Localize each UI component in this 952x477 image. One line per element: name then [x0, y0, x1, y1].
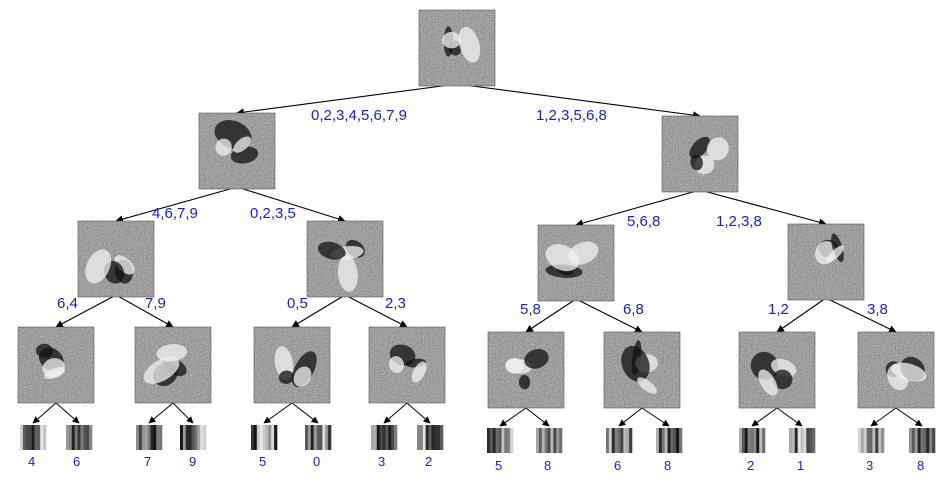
filter-image [487, 331, 565, 409]
tree-edge-arrow [236, 83, 458, 116]
leaf-label: 3 [378, 454, 386, 469]
leaf-label: 1 [797, 458, 805, 473]
filter-image [738, 331, 816, 409]
leaf-barcode [305, 425, 332, 450]
edge-label-l1-left-left: 4,6,7,9 [152, 205, 198, 222]
edge-label-n0235-right: 2,3 [385, 295, 406, 312]
leaf-label: 8 [917, 458, 925, 473]
filter-image [134, 326, 212, 404]
filter-image [418, 9, 496, 87]
edge-label-root-right: 1,2,3,5,6,8 [536, 107, 607, 124]
leaf-edge-arrow [55, 402, 80, 424]
leaf-barcode [371, 425, 398, 450]
leaf-edge-arrow [32, 402, 57, 424]
filter-image [253, 326, 331, 404]
leaf-label: 0 [313, 454, 321, 469]
tree-edge-arrow [344, 294, 408, 328]
leaf-edge-arrow [263, 402, 293, 424]
tree-edge-arrow [115, 186, 238, 223]
leaf-barcode [20, 425, 47, 450]
leaf-barcodes [20, 425, 936, 453]
filter-image [661, 115, 739, 193]
edge-label-root-left: 0,2,3,4,5,6,7,9 [311, 107, 407, 124]
leaf-barcode [789, 428, 816, 453]
filter-image [306, 220, 384, 298]
leaf-edge-arrow [291, 402, 319, 424]
tree-edge-arrow [291, 294, 346, 328]
tree-edge-arrow [776, 297, 827, 333]
edge-label-l1-right-left: 5,6,8 [627, 213, 661, 230]
filter-image [198, 112, 276, 190]
tree-edge-arrow [699, 189, 827, 226]
tree-edge-arrow [236, 186, 346, 223]
leaf-edge-arrow [499, 407, 527, 427]
leaf-label: 6 [73, 454, 81, 469]
edge-label-n1238-right: 3,8 [867, 301, 888, 318]
leaf-edge-arrow [641, 407, 670, 427]
tree-edge-arrow [575, 298, 643, 333]
leaf-label: 8 [664, 458, 672, 473]
leaf-edge-arrow [406, 402, 431, 424]
filter-image [537, 224, 615, 302]
leaf-label: 2 [747, 458, 755, 473]
edge-label-n0235-left: 0,5 [287, 295, 308, 312]
leaf-barcode [487, 428, 514, 453]
leaf-label: 5 [495, 458, 503, 473]
leaf-barcode [858, 428, 885, 453]
edge-label-n467-right: 7,9 [145, 295, 166, 312]
leaf-barcode [251, 425, 278, 450]
leaf-label: 7 [144, 454, 152, 469]
leaf-edge-arrow [751, 407, 778, 427]
leaf-label: 9 [189, 454, 197, 469]
leaf-barcode [909, 428, 936, 453]
filter-image [77, 220, 155, 298]
filter-image [603, 331, 681, 409]
edge-label-n568-right: 6,8 [623, 301, 644, 318]
leaf-label: 8 [544, 458, 552, 473]
leaf-barcode [136, 425, 163, 450]
leaf-label: 6 [614, 458, 622, 473]
leaf-label: 3 [866, 458, 874, 473]
leaf-edge-arrow [895, 407, 923, 427]
tree-edges [32, 83, 923, 427]
leaf-barcode [180, 425, 207, 450]
leaf-barcode [536, 428, 563, 453]
filter-image [368, 326, 446, 404]
leaf-label: 2 [425, 454, 433, 469]
filter-image [787, 223, 865, 301]
leaf-label: 5 [259, 454, 267, 469]
tree-edge-arrow [825, 297, 897, 333]
leaf-barcode [656, 428, 683, 453]
tree-edge-arrow [456, 83, 701, 119]
tree-edge-arrow [575, 189, 701, 227]
leaf-edge-arrow [148, 402, 174, 424]
filter-image [17, 326, 95, 404]
edge-label-l1-right-right: 1,2,3,8 [716, 213, 762, 230]
edge-label-n467-left: 6,4 [57, 295, 78, 312]
leaf-barcode [66, 425, 93, 450]
leaf-barcode [417, 425, 444, 450]
edge-label-l1-left-right: 0,2,3,5 [250, 205, 296, 222]
tree-edge-arrow [55, 294, 117, 328]
leaf-barcode [606, 428, 633, 453]
edge-label-n568-left: 5,8 [520, 301, 541, 318]
leaf-edge-arrow [383, 402, 408, 424]
filter-images [17, 9, 935, 409]
tree-edge-arrow [115, 294, 174, 328]
filter-image [857, 331, 935, 409]
leaf-edge-arrow [776, 407, 803, 427]
leaf-edge-arrow [618, 407, 643, 427]
tree-edge-arrow [525, 298, 577, 333]
leaf-barcode [739, 428, 766, 453]
leaf-label: 4 [28, 454, 36, 469]
edge-label-n1238-left: 1,2 [768, 301, 789, 318]
leaf-edge-arrow [870, 407, 897, 427]
leaf-edge-arrow [525, 407, 550, 427]
leaf-edge-arrow [172, 402, 194, 424]
